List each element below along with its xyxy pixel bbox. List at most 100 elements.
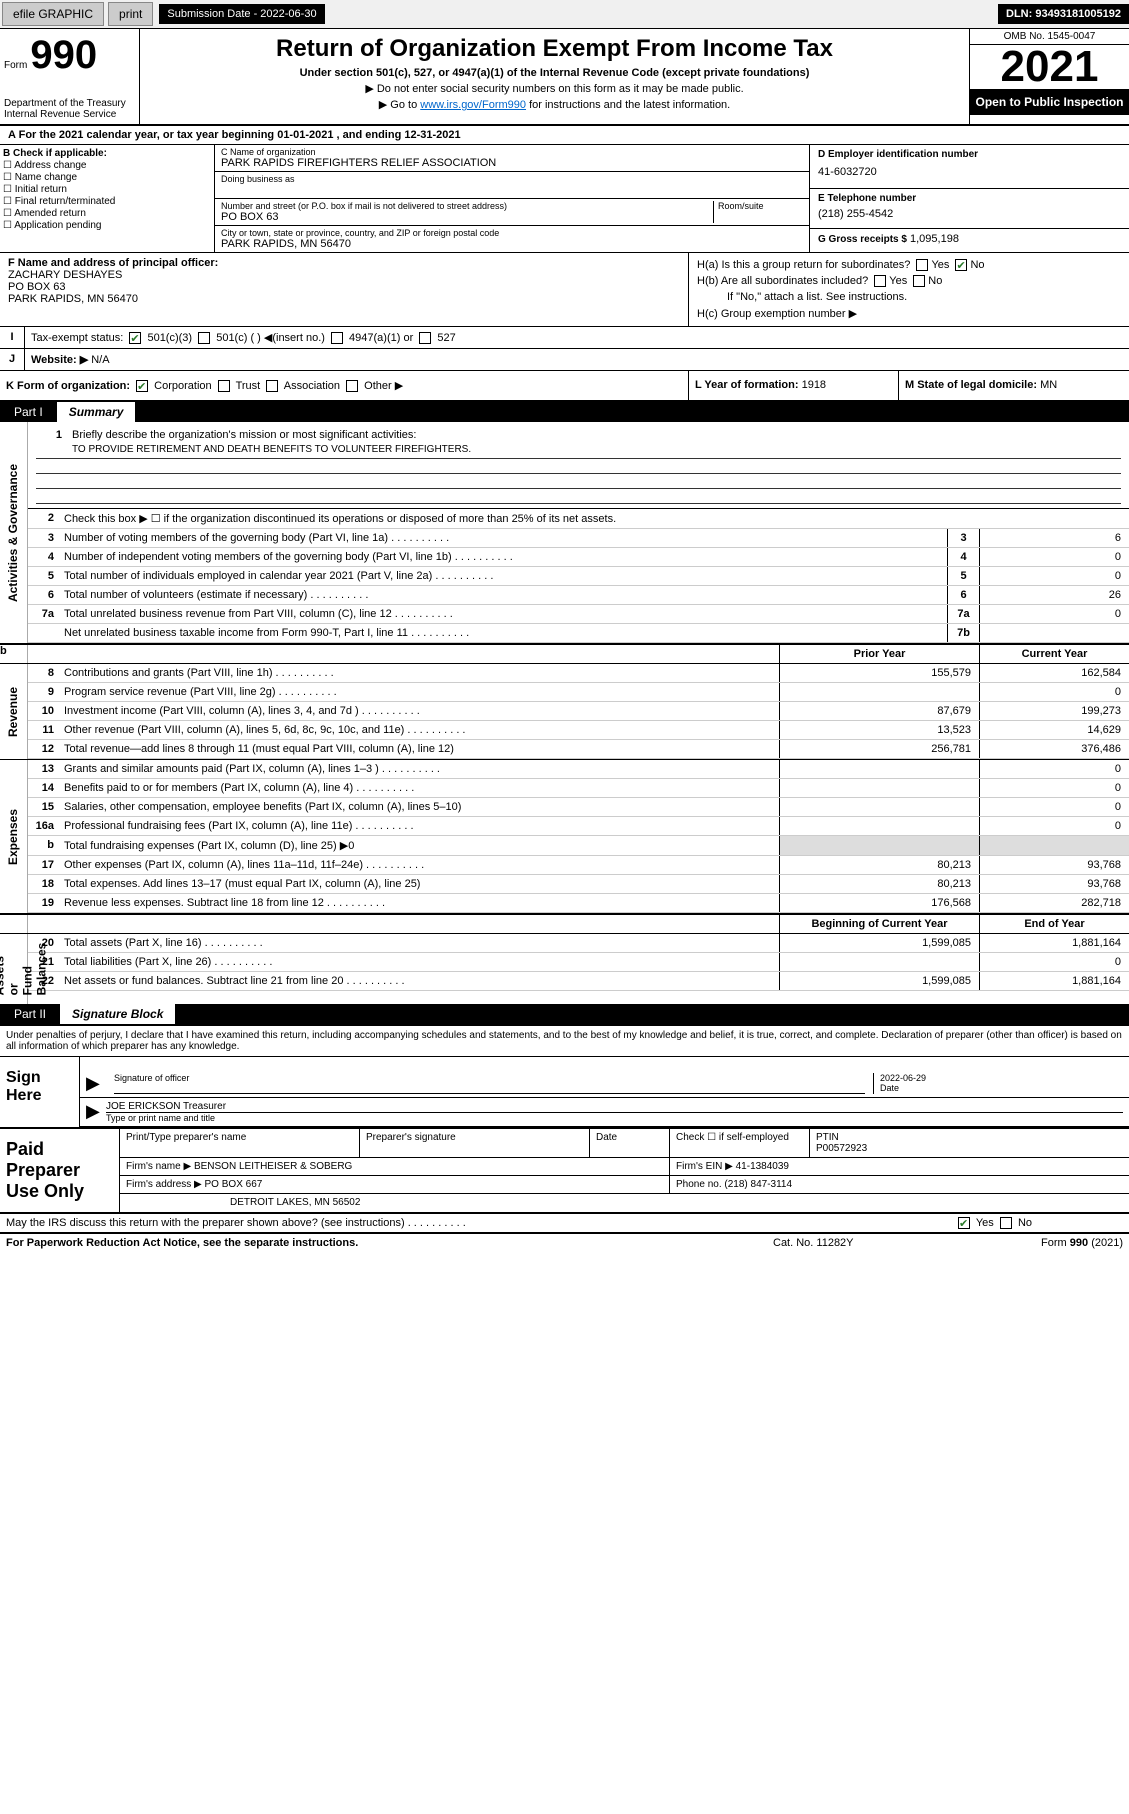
- officer-name: ZACHARY DESHAYES: [8, 269, 680, 281]
- form-subtitle: Under section 501(c), 527, or 4947(a)(1)…: [146, 67, 963, 79]
- chk-trust[interactable]: [218, 380, 230, 392]
- efile-graphic-button[interactable]: efile GRAPHIC: [2, 2, 104, 26]
- line16a-text: Professional fundraising fees (Part IX, …: [60, 817, 779, 835]
- vtab-activities: Activities & Governance: [0, 422, 28, 643]
- addr-label: Number and street (or P.O. box if mail i…: [221, 201, 713, 211]
- mission-text: TO PROVIDE RETIREMENT AND DEATH BENEFITS…: [36, 444, 1121, 459]
- hc-label: H(c) Group exemption number ▶: [697, 305, 1121, 322]
- vtab-expenses: Expenses: [0, 760, 28, 913]
- org-name: PARK RAPIDS FIREFIGHTERS RELIEF ASSOCIAT…: [221, 157, 803, 169]
- line22-text: Net assets or fund balances. Subtract li…: [60, 972, 779, 990]
- website-label: Website: ▶: [31, 354, 88, 366]
- line21-text: Total liabilities (Part X, line 26): [60, 953, 779, 971]
- phone-value: (218) 255-4542: [818, 204, 1121, 224]
- sign-here-label: Sign Here: [0, 1057, 80, 1127]
- chk-4947[interactable]: [331, 332, 343, 344]
- line17-prior: 80,213: [779, 856, 979, 874]
- line14-current: 0: [979, 779, 1129, 797]
- l-value: 1918: [802, 379, 826, 391]
- dba-label: Doing business as: [221, 174, 803, 184]
- line9-prior: [779, 683, 979, 701]
- line13-current: 0: [979, 760, 1129, 778]
- chk-initial-return[interactable]: ☐ Initial return: [3, 184, 211, 195]
- firm-name-label: Firm's name ▶: [126, 1161, 191, 1172]
- chk-final-return[interactable]: ☐ Final return/terminated: [3, 196, 211, 207]
- line9-current: 0: [979, 683, 1129, 701]
- sig-officer-label: Signature of officer: [114, 1073, 189, 1083]
- line12-text: Total revenue—add lines 8 through 11 (mu…: [60, 740, 779, 758]
- firm-name-value: BENSON LEITHEISER & SOBERG: [194, 1161, 352, 1172]
- gross-receipts-value: 1,095,198: [910, 233, 959, 245]
- chk-application-pending[interactable]: ☐ Application pending: [3, 220, 211, 231]
- tax-exempt-label: Tax-exempt status:: [31, 332, 123, 344]
- line11-current: 14,629: [979, 721, 1129, 739]
- dept-treasury: Department of the Treasury Internal Reve…: [4, 98, 126, 120]
- line10-text: Investment income (Part VIII, column (A)…: [60, 702, 779, 720]
- line8-prior: 155,579: [779, 664, 979, 682]
- hb-no[interactable]: [913, 275, 925, 287]
- officer-label: F Name and address of principal officer:: [8, 257, 680, 269]
- eoy-header: End of Year: [979, 915, 1129, 933]
- m-label: M State of legal domicile:: [905, 379, 1037, 391]
- line6-text: Total number of volunteers (estimate if …: [60, 586, 947, 604]
- part2-header: Part II Signature Block: [0, 1004, 1129, 1024]
- perjury-declaration: Under penalties of perjury, I declare th…: [0, 1026, 1129, 1057]
- line13-prior: [779, 760, 979, 778]
- firm-addr-label: Firm's address ▶: [126, 1179, 202, 1190]
- line16a-current: 0: [979, 817, 1129, 835]
- line19-text: Revenue less expenses. Subtract line 18 …: [60, 894, 779, 912]
- ssn-notice: ▶ Do not enter social security numbers o…: [146, 82, 963, 95]
- discuss-no[interactable]: [1000, 1217, 1012, 1229]
- chk-corp[interactable]: [136, 380, 148, 392]
- line3-value: 6: [979, 529, 1129, 547]
- form-ref: Form 990 (2021): [973, 1237, 1123, 1249]
- discuss-yes[interactable]: [958, 1217, 970, 1229]
- line7b-value: [979, 624, 1129, 642]
- hb-note: If "No," attach a list. See instructions…: [697, 289, 1121, 305]
- line21-boy: [779, 953, 979, 971]
- line11-text: Other revenue (Part VIII, column (A), li…: [60, 721, 779, 739]
- line20-eoy: 1,881,164: [979, 934, 1129, 952]
- line4-text: Number of independent voting members of …: [60, 548, 947, 566]
- chk-address-change[interactable]: ☐ Address change: [3, 160, 211, 171]
- line10-current: 199,273: [979, 702, 1129, 720]
- officer-group-block: F Name and address of principal officer:…: [0, 253, 1129, 327]
- line2-text: Check this box ▶ ☐ if the organization d…: [60, 509, 1129, 528]
- form-title: Return of Organization Exempt From Incom…: [146, 35, 963, 63]
- line6-value: 26: [979, 586, 1129, 604]
- row-j: J: [0, 349, 25, 370]
- line15-prior: [779, 798, 979, 816]
- city-value: PARK RAPIDS, MN 56470: [221, 238, 803, 250]
- line7b-text: Net unrelated business taxable income fr…: [60, 624, 947, 642]
- line15-text: Salaries, other compensation, employee b…: [60, 798, 779, 816]
- chk-amended-return[interactable]: ☐ Amended return: [3, 208, 211, 219]
- line12-current: 376,486: [979, 740, 1129, 758]
- chk-501c[interactable]: [198, 332, 210, 344]
- firm-ein-label: Firm's EIN ▶: [676, 1161, 733, 1172]
- ha-label: H(a) Is this a group return for subordin…: [697, 259, 910, 271]
- top-toolbar: efile GRAPHIC print Submission Date - 20…: [0, 0, 1129, 29]
- ha-no[interactable]: [955, 259, 967, 271]
- ha-yes[interactable]: [916, 259, 928, 271]
- pra-notice: For Paperwork Reduction Act Notice, see …: [6, 1237, 773, 1249]
- line15-current: 0: [979, 798, 1129, 816]
- line3-text: Number of voting members of the governin…: [60, 529, 947, 547]
- l-label: L Year of formation:: [695, 379, 799, 391]
- room-label: Room/suite: [718, 201, 803, 211]
- mission-question: Briefly describe the organization's miss…: [68, 426, 1121, 444]
- hb-yes[interactable]: [874, 275, 886, 287]
- irs-link[interactable]: www.irs.gov/Form990: [420, 99, 526, 111]
- website-value: N/A: [91, 354, 109, 366]
- line17-text: Other expenses (Part IX, column (A), lin…: [60, 856, 779, 874]
- org-name-label: C Name of organization: [221, 147, 803, 157]
- chk-other[interactable]: [346, 380, 358, 392]
- officer-addr2: PARK RAPIDS, MN 56470: [8, 293, 680, 305]
- chk-527[interactable]: [419, 332, 431, 344]
- tax-year: 2021: [970, 45, 1129, 89]
- chk-assoc[interactable]: [266, 380, 278, 392]
- chk-501c3[interactable]: [129, 332, 141, 344]
- line16a-prior: [779, 817, 979, 835]
- chk-name-change[interactable]: ☐ Name change: [3, 172, 211, 183]
- print-button[interactable]: print: [108, 2, 153, 26]
- line5-value: 0: [979, 567, 1129, 585]
